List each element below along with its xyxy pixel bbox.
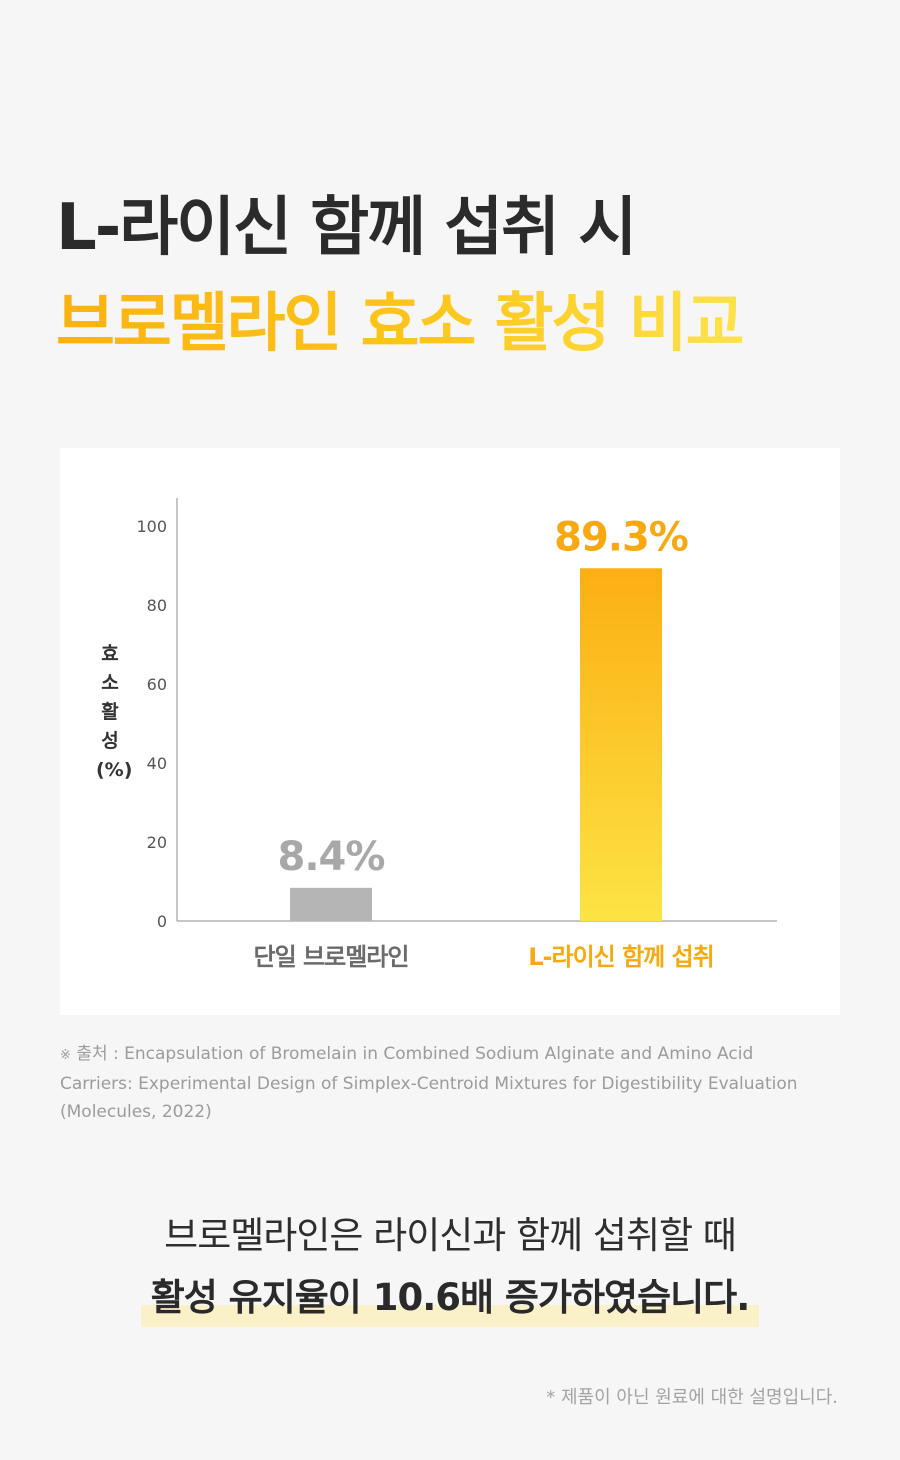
summary-line-1: 브로멜라인은 라이신과 함께 섭취할 때 [164, 1214, 737, 1257]
data-label: 8.4% [278, 834, 385, 880]
y-tick-label: 100 [136, 517, 167, 536]
bar [580, 568, 662, 921]
footnote: * 제품이 아닌 원료에 대한 설명입니다. [546, 1387, 838, 1408]
title-block: L-라이신 함께 섭취 시 브로멜라인 효소 활성 비교 [56, 180, 745, 372]
y-tick-label: 20 [147, 833, 167, 852]
chart-card: 효소활성(%) 0 20 40 60 80 100 8.4% 단일 브로멜라인 89.3% L-라… [60, 448, 840, 1015]
source-text: 출처 : Encapsulation of Bromelain in Combi… [60, 1044, 798, 1122]
summary-highlight: 활성 유지율이 10.6배 증가하였습니다. [140, 1267, 760, 1329]
data-label: 89.3% [554, 514, 688, 560]
y-axis-label: 효소활성(%) [96, 643, 133, 781]
y-tick-label: 0 [157, 912, 167, 931]
y-tick-label: 80 [147, 596, 167, 615]
bar [290, 887, 372, 921]
x-tick-label: 단일 브로멜라인 [254, 943, 409, 971]
reference-mark: ※ [60, 1048, 71, 1063]
page-subtitle: 브로멜라인 효소 활성 비교 [56, 276, 745, 372]
x-tick-label: L-라이신 함께 섭취 [528, 943, 714, 971]
page-title: L-라이신 함께 섭취 시 [56, 191, 637, 265]
summary-line-2: 활성 유지율이 10.6배 증가하였습니다. [150, 1276, 751, 1319]
y-tick-label: 40 [147, 754, 167, 773]
highlight-underline [140, 1305, 760, 1327]
y-tick-label: 60 [147, 675, 167, 694]
source-citation: ※ 출처 : Encapsulation of Bromelain in Com… [60, 1040, 820, 1126]
bar-chart: 0 20 40 60 80 100 8.4% 단일 브로멜라인 89.3% L-라이신 함께 섭취 [136, 498, 777, 971]
summary: 브로멜라인은 라이신과 함께 섭취할 때 활성 유지율이 10.6배 증가하였습… [0, 1205, 900, 1329]
